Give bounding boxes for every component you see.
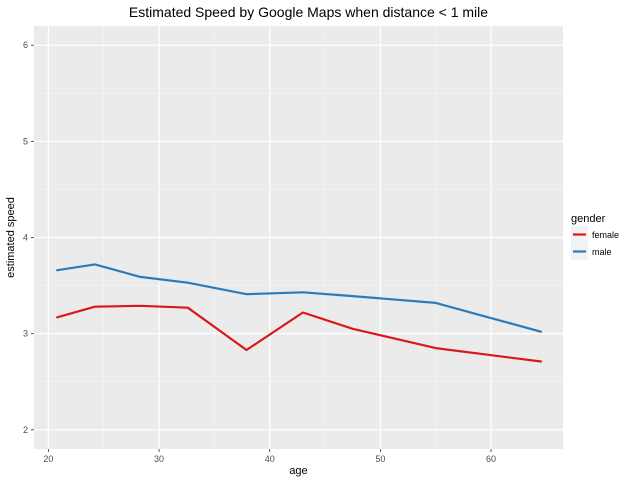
series-lines — [56, 263, 543, 363]
y-tick-label: 5 — [23, 136, 28, 146]
x-tick-label: 60 — [486, 454, 496, 464]
legend-label-male: male — [592, 247, 612, 257]
legend-title: gender — [571, 213, 606, 225]
legend-label-female: female — [592, 230, 619, 240]
y-axis-title: estimated speed — [5, 197, 17, 278]
x-tick-label: 30 — [154, 454, 164, 464]
x-tick-label: 50 — [375, 454, 385, 464]
x-axis: 20 30 40 50 60 — [43, 449, 496, 464]
y-tick-label: 4 — [23, 233, 28, 243]
x-tick-label: 20 — [43, 454, 53, 464]
chart-title: Estimated Speed by Google Maps when dist… — [129, 4, 488, 20]
series-line-male — [56, 263, 543, 333]
grid-major — [34, 26, 563, 449]
legend: gender female male — [571, 213, 619, 260]
series-line-female — [56, 304, 543, 363]
y-axis: 2 3 4 5 6 — [23, 40, 34, 435]
y-tick-label: 6 — [23, 40, 28, 50]
x-axis-title: age — [289, 465, 307, 477]
x-tick-label: 40 — [265, 454, 275, 464]
y-tick-label: 3 — [23, 329, 28, 339]
y-tick-label: 2 — [23, 425, 28, 435]
